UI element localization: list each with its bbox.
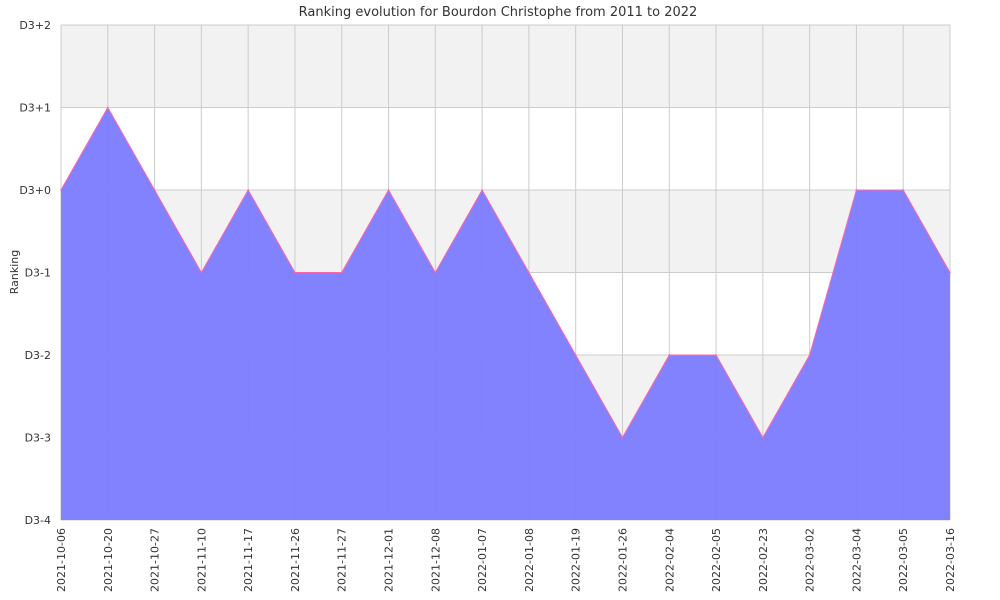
x-tick-label: 2021-12-01 — [383, 528, 396, 592]
x-tick-label: 2022-03-05 — [897, 528, 910, 592]
x-tick-label: 2022-03-16 — [944, 528, 957, 592]
data-point — [527, 271, 530, 274]
y-tick-labels: D3+2 D3+1 D3+0 D3-1 D3-2 D3-3 D3-4 — [19, 19, 51, 527]
data-point — [247, 189, 250, 191]
y-tick-label: D3-1 — [25, 267, 51, 280]
data-point — [855, 189, 858, 191]
data-point — [668, 354, 671, 356]
data-point — [715, 354, 718, 356]
y-tick-label: D3-2 — [25, 349, 51, 362]
ranking-area — [61, 107, 950, 520]
data-point — [808, 354, 811, 356]
ranking-line — [60, 106, 951, 439]
data-point — [60, 189, 62, 191]
x-tick-label: 2021-11-17 — [242, 528, 255, 592]
y-tick-label: D3-3 — [25, 432, 51, 445]
data-point — [621, 436, 624, 439]
background-band — [61, 25, 950, 108]
data-point — [949, 271, 951, 274]
data-point — [200, 271, 203, 274]
y-tick-label: D3+1 — [19, 102, 51, 115]
x-tick-label: 2022-01-19 — [570, 528, 583, 592]
y-tick-label: D3+2 — [19, 19, 51, 32]
x-tick-label: 2021-10-20 — [102, 528, 115, 592]
y-tick-label: D3+0 — [19, 184, 51, 197]
x-tick-label: 2021-10-06 — [55, 528, 68, 592]
x-tick-label: 2022-02-04 — [663, 528, 676, 592]
x-tick-label: 2021-11-10 — [195, 528, 208, 592]
data-point — [340, 271, 343, 274]
data-point — [153, 189, 156, 191]
x-tick-labels: 2021-10-06 2021-10-20 2021-10-27 2021-11-10… — [55, 528, 957, 592]
y-tick-label: D3-4 — [25, 514, 51, 527]
y-axis-title: Ranking — [8, 250, 21, 295]
x-tick-label: 2021-11-27 — [336, 528, 349, 592]
data-point — [574, 354, 577, 356]
data-point — [293, 271, 296, 274]
x-tick-label: 2022-03-02 — [804, 528, 817, 592]
data-point — [434, 271, 437, 274]
data-point — [902, 189, 905, 191]
x-tick-label: 2022-01-07 — [476, 528, 489, 592]
x-tick-label: 2021-11-26 — [289, 528, 302, 592]
x-tick-label: 2021-10-27 — [149, 528, 162, 592]
chart-title: Ranking evolution for Bourdon Christophe… — [299, 5, 698, 20]
data-point — [387, 189, 390, 191]
data-point — [481, 189, 484, 191]
x-tick-label: 2022-03-04 — [850, 528, 863, 592]
data-point — [761, 436, 764, 439]
area-layer — [60, 106, 951, 520]
x-tick-label: 2022-01-08 — [523, 528, 536, 592]
x-tick-label: 2022-01-26 — [616, 528, 629, 592]
background-band — [61, 107, 950, 190]
x-tick-label: 2021-12-08 — [429, 528, 442, 592]
data-point — [106, 106, 109, 109]
x-tick-label: 2022-02-05 — [710, 528, 723, 592]
x-tick-label: 2022-02-23 — [757, 528, 770, 592]
